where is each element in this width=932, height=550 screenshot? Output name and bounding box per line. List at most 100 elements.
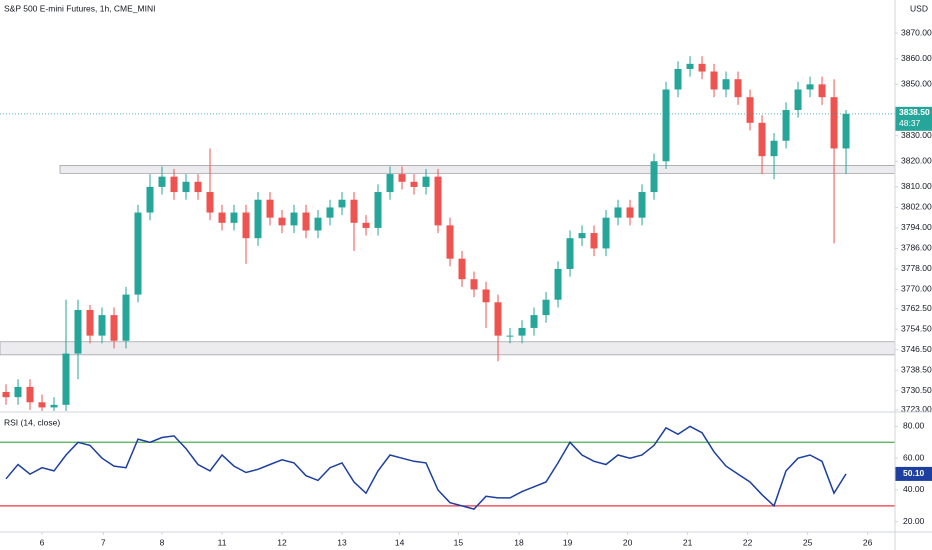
candle-body (650, 161, 658, 193)
candle-body (410, 181, 418, 187)
last-price-box (895, 106, 932, 131)
candle-body (494, 302, 502, 336)
rsi-last-box (895, 466, 932, 481)
candle-body (686, 63, 694, 69)
rsi-pane (0, 425, 895, 510)
candle-body (122, 294, 130, 341)
x-tick-label: 8 (160, 537, 165, 547)
candle-body (422, 176, 430, 187)
candle-body (722, 79, 730, 90)
candle-body (74, 309, 82, 354)
candle-body (182, 181, 190, 193)
candle-body (770, 140, 778, 157)
candle-body (218, 212, 226, 223)
candle-body (38, 402, 46, 408)
x-tick-label: 11 (218, 537, 227, 547)
rsi-last-label: 50.10 (903, 468, 925, 478)
x-tick-label: 26 (863, 537, 873, 547)
candle-body (518, 327, 526, 336)
support-zone (0, 341, 895, 356)
x-tick-label: 25 (803, 537, 813, 547)
candle-body (710, 71, 718, 90)
rsi-line (5, 425, 847, 510)
candle-body (326, 207, 334, 218)
candle-body (446, 225, 454, 259)
candle-body (266, 199, 274, 218)
rsi-y-tick-label: 60.00 (903, 452, 925, 462)
candle-body (602, 217, 610, 249)
candle-body (434, 176, 442, 226)
candle-body (842, 113, 850, 149)
y-tick-label: 3794.00 (901, 222, 932, 232)
candle-body (578, 233, 586, 239)
candle-body (290, 212, 298, 226)
x-tick-label: 7 (101, 537, 106, 547)
candle-body (254, 199, 262, 239)
candle-body (62, 353, 70, 405)
candle-body (530, 315, 538, 328)
candle-body (242, 212, 250, 239)
candle-body (314, 217, 322, 231)
candle-body (794, 89, 802, 110)
rsi-y-tick-label: 40.00 (903, 484, 925, 494)
y-tick-label: 3754.50 (901, 323, 932, 333)
y-tick-label: 3723.00 (901, 404, 932, 414)
y-tick-label: 3778.00 (901, 263, 932, 273)
price-pane (0, 56, 895, 411)
candle-body (614, 207, 622, 218)
candle-body (542, 299, 550, 316)
x-tick-label: 14 (395, 537, 405, 547)
y-tick-label: 3746.50 (901, 344, 932, 354)
y-tick-label: 3830.00 (901, 130, 932, 140)
candle-body (146, 186, 154, 213)
x-tick-label: 13 (337, 537, 347, 547)
x-tick-label: 20 (623, 537, 633, 547)
candle-body (806, 84, 814, 90)
candle-body (2, 392, 10, 398)
y-tick-label: 3730.50 (901, 385, 932, 395)
candle-body (350, 199, 358, 223)
y-tick-label: 3802.00 (901, 202, 932, 212)
x-tick-label: 12 (277, 537, 287, 547)
y-tick-label: 3738.50 (901, 364, 932, 374)
x-tick-label: 18 (514, 537, 524, 547)
rsi-y-tick-label: 80.00 (903, 421, 925, 431)
candle-body (98, 315, 106, 336)
candle-body (482, 289, 490, 303)
candle-body (566, 238, 574, 269)
y-tick-label: 3810.00 (901, 181, 932, 191)
candle-body (14, 386, 22, 398)
last-price-label: 3838.50 (899, 107, 930, 117)
y-tick-label: 3860.00 (901, 53, 932, 63)
x-tick-label: 6 (40, 537, 45, 547)
y-tick-label: 3770.00 (901, 284, 932, 294)
x-tick-label: 19 (563, 537, 573, 547)
candle-body (374, 192, 382, 228)
candle-body (194, 181, 202, 193)
axes: 3870.00 3860.00 3850.00 3830.00 3820.00 3810.… (0, 27, 932, 547)
candle-body (50, 404, 58, 408)
y-tick-label: 3850.00 (901, 79, 932, 89)
x-tick-label: 21 (683, 537, 693, 547)
rsi-y-tick-label: 20.00 (903, 516, 925, 526)
candle-body (458, 258, 466, 280)
candle-body (662, 89, 670, 162)
candle-body (362, 222, 370, 228)
candle-body (734, 79, 742, 98)
candle-body (110, 315, 118, 341)
candle-body (506, 335, 514, 337)
candle-body (674, 68, 682, 90)
candle-body (386, 174, 394, 193)
y-tick-label: 3762.50 (901, 303, 932, 313)
candle-body (698, 63, 706, 72)
countdown: 48:37 (899, 118, 921, 128)
candle-body (158, 176, 166, 187)
x-tick-label: 15 (454, 537, 464, 547)
y-tick-label: 3870.00 (901, 27, 932, 37)
rsi-title: RSI (14, close) (4, 417, 60, 427)
candle-body (746, 97, 754, 123)
candle-body (782, 109, 790, 141)
candle-body (590, 233, 598, 249)
candle-body (638, 192, 646, 218)
candle-body (86, 309, 94, 336)
